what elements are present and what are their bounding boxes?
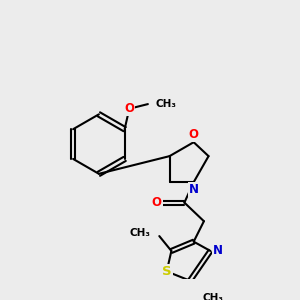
Text: CH₃: CH₃ <box>130 228 151 238</box>
Text: S: S <box>162 265 172 278</box>
Text: N: N <box>189 183 199 196</box>
Text: O: O <box>189 128 199 141</box>
Text: CH₃: CH₃ <box>155 99 176 109</box>
Text: CH₃: CH₃ <box>202 293 223 300</box>
Text: N: N <box>213 244 223 257</box>
Text: O: O <box>152 196 161 209</box>
Text: O: O <box>124 102 134 115</box>
